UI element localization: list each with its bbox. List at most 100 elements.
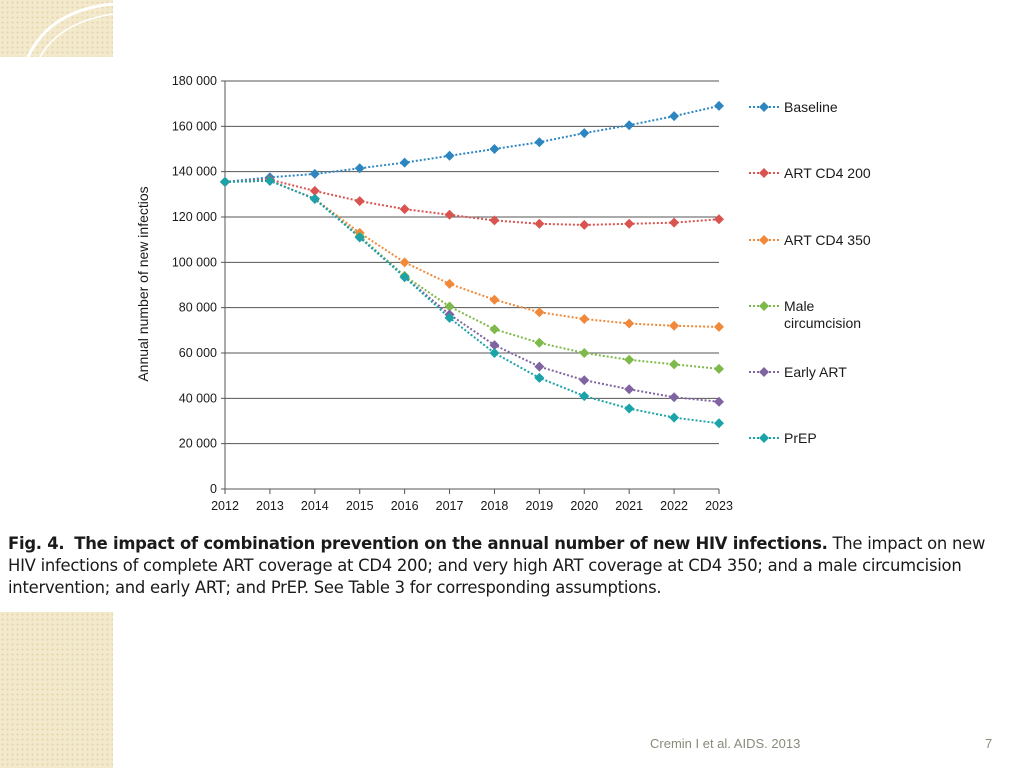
decorative-corner-bottom [0, 612, 113, 768]
data-point [489, 294, 500, 305]
series-line [224, 104, 720, 183]
figure-caption: Fig. 4. The impact of combination preven… [8, 533, 1008, 599]
x-tick-label: 2012 [211, 499, 239, 513]
y-tick-label: 80 000 [179, 301, 217, 315]
data-point [354, 196, 365, 207]
line-chart: 0 20 000 40 000 60 000 80 000 100 000 120 000 1… [135, 74, 871, 513]
series-line [224, 179, 720, 370]
data-point [399, 257, 410, 268]
data-point [534, 218, 545, 229]
decorative-pattern-top [0, 0, 113, 57]
data-point [714, 396, 724, 407]
caption-fig-label: Fig. 4. [8, 534, 65, 553]
data-point [714, 363, 724, 374]
grid-lines [225, 80, 719, 445]
legend-swatch-marker [759, 433, 769, 443]
data-point [714, 321, 724, 332]
data-point [624, 384, 635, 395]
decorative-corner-top [0, 0, 113, 57]
y-tick-label: 0 [210, 482, 217, 496]
legend-swatch-marker [759, 102, 769, 112]
data-point [579, 314, 590, 324]
data-point [444, 312, 455, 323]
x-tick-label: 2014 [301, 499, 329, 513]
y-tick-label: 60 000 [179, 346, 217, 360]
data-point [534, 137, 545, 148]
series-line [224, 178, 720, 226]
x-tick-label: 2018 [481, 499, 509, 513]
data-point [669, 359, 680, 370]
data-point [579, 375, 590, 386]
x-tick-label: 2015 [346, 499, 374, 513]
data-point [669, 217, 680, 228]
data-point [309, 193, 320, 204]
y-tick-label: 180 000 [172, 74, 217, 88]
data-point [669, 111, 680, 122]
data-point [669, 412, 680, 423]
x-tick-label: 2016 [391, 499, 419, 513]
data-point [714, 100, 724, 111]
legend-label: Early ART [784, 364, 847, 380]
data-point [489, 340, 500, 351]
data-point [354, 232, 365, 243]
data-point [624, 218, 635, 229]
y-tick-label: 120 000 [172, 210, 217, 224]
legend-label: Baseline [784, 99, 838, 115]
data-point [624, 318, 635, 329]
data-point [534, 337, 545, 348]
data-point [309, 185, 320, 196]
legend-swatch-marker [759, 235, 769, 245]
data-point [579, 219, 590, 230]
data-point [444, 209, 455, 220]
data-point [399, 272, 410, 283]
legend-label: ART CD4 350 [784, 232, 871, 248]
x-tick-label: 2019 [525, 499, 553, 513]
legend-swatch-marker [759, 168, 769, 178]
citation: Cremin I et al. AIDS. 2013 [650, 736, 801, 751]
series-line [224, 179, 720, 328]
data-point [579, 128, 590, 139]
data-point [534, 372, 545, 383]
y-axis-label: Annual number of new infectios [135, 186, 151, 381]
data-point [444, 150, 455, 161]
series-line [224, 179, 720, 425]
x-tick-label: 2020 [570, 499, 598, 513]
x-tick-label: 2022 [660, 499, 688, 513]
data-point [309, 168, 320, 179]
y-tick-label: 160 000 [172, 119, 217, 133]
data-point [624, 354, 635, 365]
data-point [489, 348, 500, 358]
data-point [714, 214, 724, 225]
data-point [354, 163, 365, 174]
legend-swatch-marker [759, 367, 769, 377]
data-point [534, 361, 545, 372]
data-point [489, 324, 500, 335]
series-lines [220, 100, 724, 429]
legend: Baseline ART CD4 200 ART CD4 350 Malecircum… [749, 99, 871, 446]
axes: 0 20 000 40 000 60 000 80 000 100 000 120 000 1… [172, 74, 733, 513]
data-point [669, 320, 680, 331]
y-tick-label: 100 000 [172, 255, 217, 269]
data-point [579, 348, 590, 358]
y-tick-label: 140 000 [172, 165, 217, 179]
data-point [624, 120, 635, 131]
data-point [579, 391, 590, 402]
data-point [399, 204, 410, 215]
data-point [399, 157, 410, 168]
data-point [669, 392, 680, 403]
legend-swatch-marker [759, 301, 769, 311]
data-point [489, 215, 500, 226]
page-number: 7 [985, 736, 993, 751]
x-tick-label: 2013 [256, 499, 284, 513]
x-tick-label: 2021 [615, 499, 643, 513]
caption-text: The impact on new HIV infections of comp… [8, 534, 986, 597]
x-tick-label: 2017 [436, 499, 464, 513]
y-tick-label: 40 000 [179, 391, 217, 405]
data-point [489, 144, 500, 154]
decorative-pattern-bottom [0, 612, 113, 768]
data-point [264, 175, 275, 186]
data-point [220, 176, 230, 187]
y-tick-label: 20 000 [179, 437, 217, 451]
data-point [624, 403, 635, 414]
legend-label: ART CD4 200 [784, 165, 871, 181]
